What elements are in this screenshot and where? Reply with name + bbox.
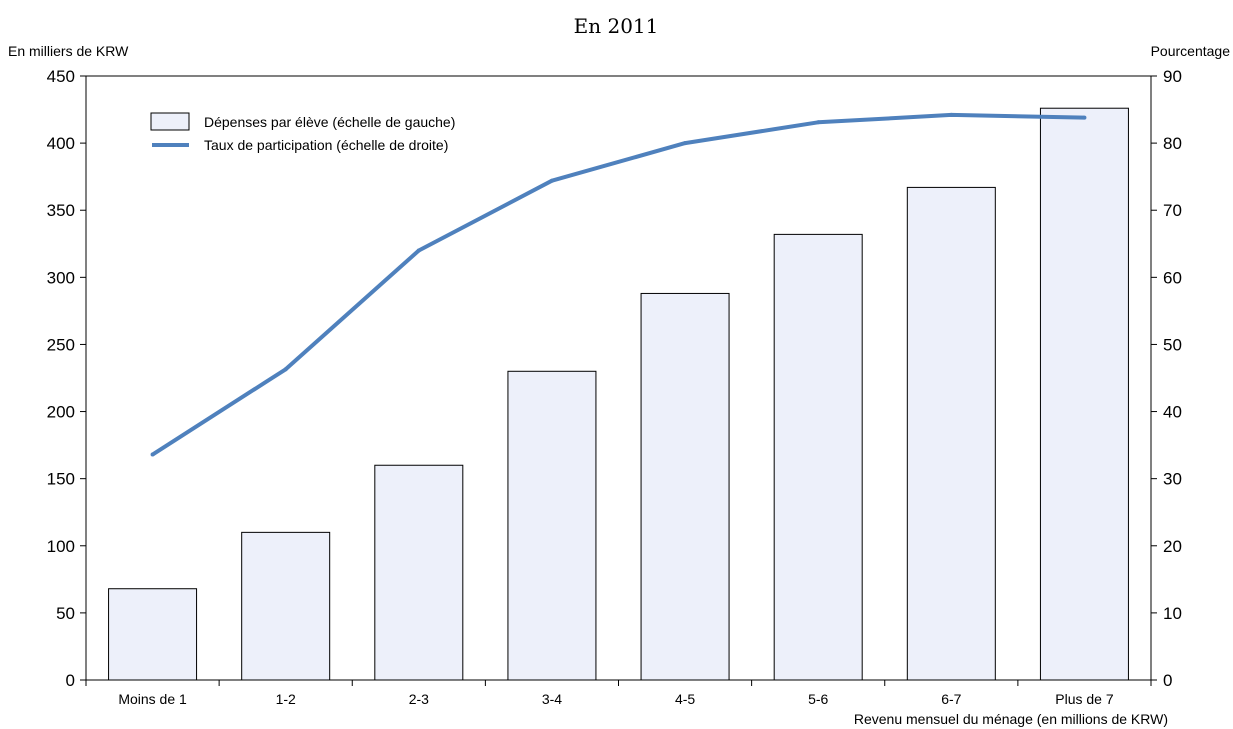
legend-line-label: Taux de participation (échelle de droite… bbox=[204, 137, 448, 153]
left-tick-label: 250 bbox=[47, 335, 75, 354]
bar bbox=[906, 186, 996, 681]
legend-bar-swatch bbox=[150, 112, 190, 131]
x-tick-label: Plus de 7 bbox=[1055, 691, 1114, 707]
right-axis-ticks: 0 10 20 30 40 50 60 70 80 90 bbox=[1151, 67, 1182, 690]
line-point bbox=[1082, 115, 1087, 120]
right-tick-label: 50 bbox=[1163, 335, 1182, 354]
left-tick-label: 400 bbox=[47, 134, 75, 153]
line-point bbox=[416, 248, 421, 253]
x-tick-label: 5-6 bbox=[808, 691, 828, 707]
bar bbox=[640, 292, 730, 681]
line-point bbox=[283, 367, 288, 372]
bar bbox=[773, 233, 863, 681]
right-tick-label: 30 bbox=[1163, 470, 1182, 489]
line-point bbox=[549, 178, 554, 183]
right-axis-label: Pourcentage bbox=[1151, 43, 1231, 59]
left-tick-label: 100 bbox=[47, 537, 75, 556]
x-axis-ticks: Moins de 1 1-2 2-3 3-4 4-5 5-6 6-7 Plus de 7 bbox=[85, 680, 1152, 707]
left-tick-label: 350 bbox=[47, 201, 75, 220]
line-point bbox=[816, 120, 821, 125]
bar-series bbox=[108, 107, 1129, 681]
right-tick-label: 90 bbox=[1163, 67, 1182, 86]
left-tick-label: 150 bbox=[47, 470, 75, 489]
left-tick-label: 450 bbox=[47, 67, 75, 86]
left-axis-label: En milliers de KRW bbox=[8, 43, 129, 59]
x-tick-label: Moins de 1 bbox=[118, 691, 187, 707]
bar bbox=[507, 370, 597, 681]
participation-line bbox=[151, 112, 1085, 457]
line-point bbox=[683, 141, 688, 146]
bar bbox=[1039, 107, 1129, 681]
x-tick-label: 3-4 bbox=[542, 691, 562, 707]
bar bbox=[374, 464, 464, 681]
line-point bbox=[949, 112, 954, 117]
x-tick-label: 2-3 bbox=[409, 691, 429, 707]
x-tick-label: 6-7 bbox=[941, 691, 961, 707]
left-tick-label: 200 bbox=[47, 403, 75, 422]
left-tick-label: 300 bbox=[47, 268, 75, 287]
left-axis-ticks: 0 50 100 150 200 250 300 350 400 450 bbox=[47, 67, 86, 690]
x-tick-label: 1-2 bbox=[276, 691, 296, 707]
line-point bbox=[150, 452, 155, 457]
bar bbox=[108, 588, 198, 681]
right-tick-label: 0 bbox=[1163, 671, 1172, 690]
legend-bar-label: Dépenses par élève (échelle de gauche) bbox=[204, 114, 455, 130]
right-tick-label: 40 bbox=[1163, 403, 1182, 422]
chart-title: En 2011 bbox=[574, 14, 659, 38]
left-tick-label: 50 bbox=[56, 604, 75, 623]
right-tick-label: 60 bbox=[1163, 268, 1182, 287]
line-series bbox=[150, 112, 1087, 457]
x-axis-label: Revenu mensuel du ménage (en millions de… bbox=[854, 711, 1168, 727]
right-tick-label: 10 bbox=[1163, 604, 1182, 623]
left-tick-label: 0 bbox=[66, 671, 75, 690]
right-tick-label: 70 bbox=[1163, 201, 1182, 220]
right-tick-label: 20 bbox=[1163, 537, 1182, 556]
legend: Dépenses par élève (échelle de gauche) T… bbox=[150, 112, 455, 153]
right-tick-label: 80 bbox=[1163, 134, 1182, 153]
x-tick-label: 4-5 bbox=[675, 691, 695, 707]
bar bbox=[241, 531, 331, 681]
